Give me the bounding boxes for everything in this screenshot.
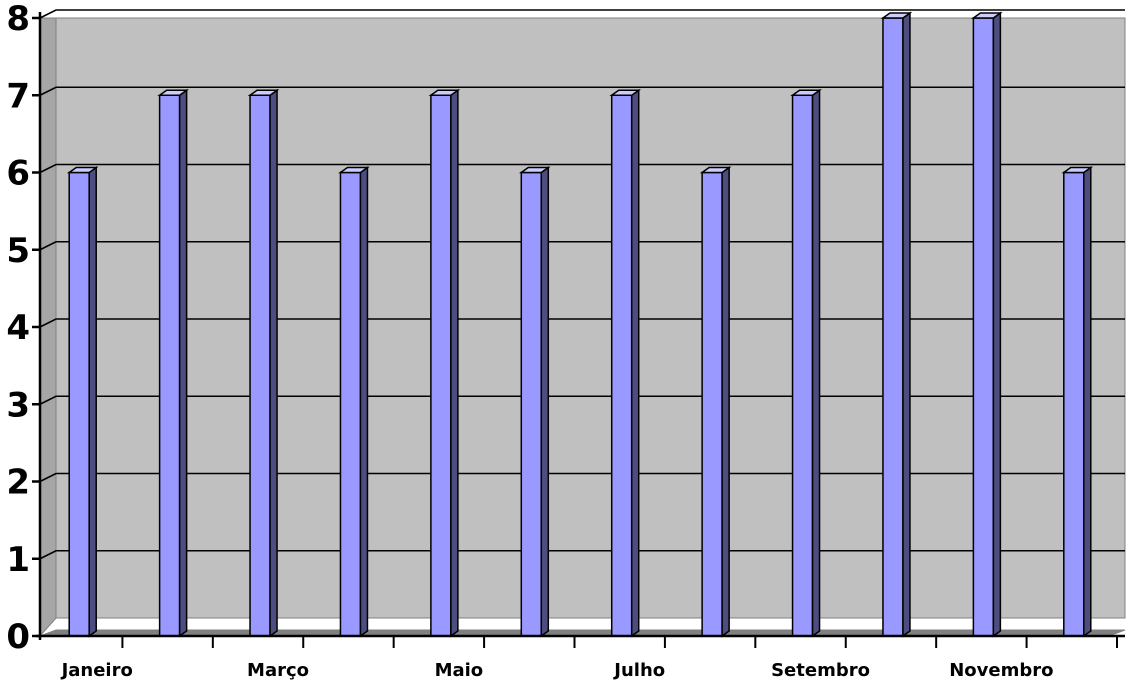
bar-front-face	[521, 173, 541, 637]
x-tick-label: Março	[247, 660, 309, 681]
bar-side-face	[903, 13, 910, 636]
plot-side-wall	[40, 18, 56, 636]
x-tick-label: Maio	[435, 660, 484, 681]
x-tick-label: Setembro	[771, 660, 870, 681]
bar-side-face	[722, 168, 729, 637]
bar-front-face	[431, 95, 451, 636]
bar	[883, 13, 910, 636]
bar-side-face	[541, 168, 548, 637]
bar-front-face	[1064, 173, 1084, 637]
bar	[973, 13, 1000, 636]
bar-side-face	[360, 168, 367, 637]
bar-front-face	[160, 95, 180, 636]
y-tick-label: 8	[6, 0, 30, 39]
bar	[431, 90, 458, 636]
x-tick-label: Novembro	[949, 660, 1053, 681]
y-tick-label: 3	[6, 385, 30, 425]
bar-side-face	[451, 90, 458, 636]
bar-front-face	[883, 18, 903, 636]
bar-side-face	[270, 90, 277, 636]
bar	[340, 168, 367, 637]
y-tick-label: 5	[6, 231, 30, 271]
bar-side-face	[813, 90, 820, 636]
gridline	[40, 10, 1125, 18]
y-tick-label: 4	[6, 308, 30, 348]
y-tick-label: 1	[6, 540, 30, 580]
bar-side-face	[1084, 168, 1091, 637]
x-tick-label: Janeiro	[60, 660, 133, 681]
bar-front-face	[250, 95, 270, 636]
bar-side-face	[89, 168, 96, 637]
bar-front-face	[793, 95, 813, 636]
bar	[250, 90, 277, 636]
y-tick-label: 7	[6, 76, 30, 116]
bar-front-face	[612, 95, 632, 636]
plot-back-wall	[56, 18, 1125, 618]
bar-side-face	[632, 90, 639, 636]
bar-front-face	[69, 173, 89, 637]
bar	[521, 168, 548, 637]
bar-side-face	[180, 90, 187, 636]
y-axis-tick-labels: 0 1 2 3 4 5 6 7 8	[6, 0, 30, 657]
plot-area	[40, 18, 1125, 636]
bar	[69, 168, 96, 637]
bar-front-face	[702, 173, 722, 637]
bar	[612, 90, 639, 636]
y-tick-label: 2	[6, 463, 30, 503]
bar-front-face	[340, 173, 360, 637]
bar-side-face	[993, 13, 1000, 636]
bar	[702, 168, 729, 637]
bar	[160, 90, 187, 636]
x-axis-tick-labels: Janeiro Março Maio Julho Setembro Novembro	[60, 660, 1054, 681]
y-tick-label: 0	[6, 617, 30, 657]
x-tick-label: Julho	[612, 660, 665, 681]
bar	[1064, 168, 1091, 637]
bar-front-face	[973, 18, 993, 636]
y-tick-label: 6	[6, 154, 30, 194]
bar	[793, 90, 820, 636]
